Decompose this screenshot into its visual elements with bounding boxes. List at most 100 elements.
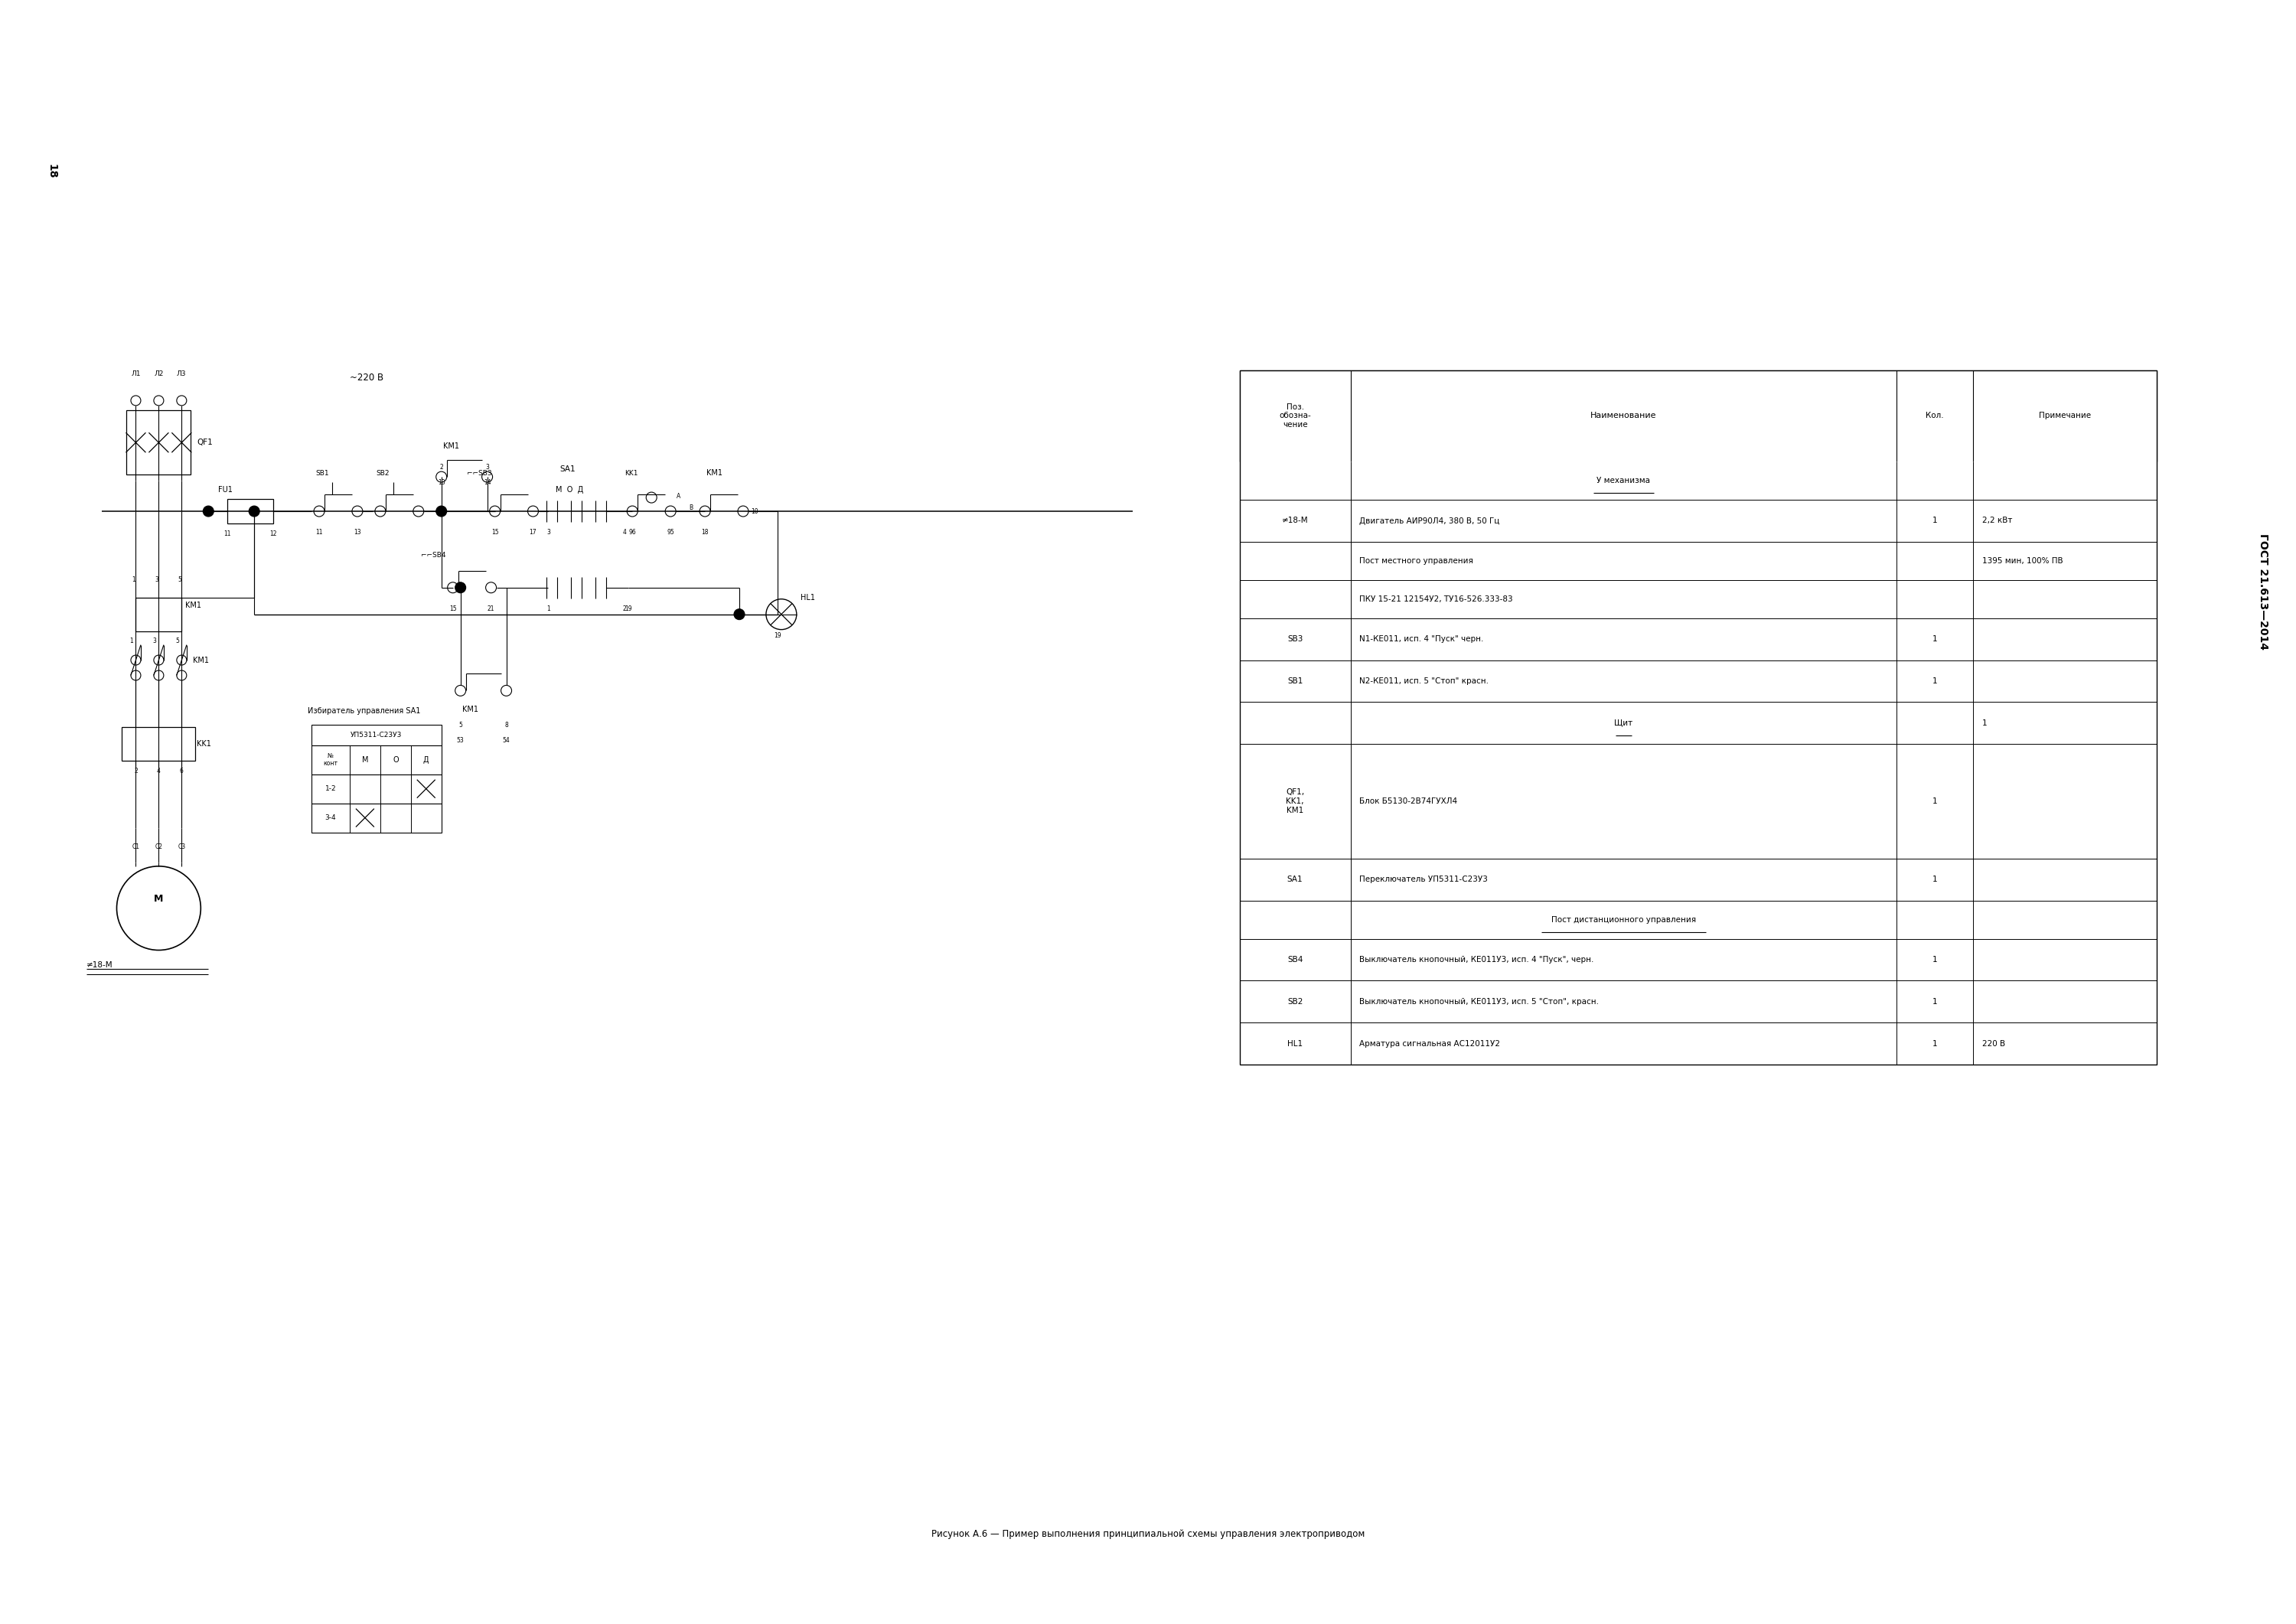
Text: УП5311-С23У3: УП5311-С23У3 — [351, 732, 402, 739]
Circle shape — [177, 671, 186, 680]
Bar — [1240, 370, 2156, 1065]
Text: Щит: Щит — [1614, 719, 1632, 728]
Text: 95: 95 — [666, 529, 675, 536]
Text: 3-4: 3-4 — [326, 814, 335, 822]
Text: SA1: SA1 — [1288, 875, 1302, 883]
Text: Примечание: Примечание — [2039, 412, 2092, 419]
Text: 3: 3 — [154, 577, 158, 583]
Circle shape — [735, 609, 744, 620]
Text: 18: 18 — [46, 164, 57, 179]
Text: Избиратель управления SA1: Избиратель управления SA1 — [308, 708, 420, 715]
Text: HL1: HL1 — [1288, 1039, 1302, 1047]
Text: 15: 15 — [491, 529, 498, 536]
Text: Кол.: Кол. — [1926, 412, 1945, 419]
Bar — [122, 728, 195, 762]
Circle shape — [154, 396, 163, 406]
Text: Рисунок А.6 — Пример выполнения принципиальной схемы управления электроприводом: Рисунок А.6 — Пример выполнения принципи… — [932, 1530, 1364, 1540]
Bar — [312, 745, 441, 775]
Text: 1: 1 — [1933, 875, 1938, 883]
Bar — [135, 598, 181, 632]
Text: 2: 2 — [133, 767, 138, 775]
Circle shape — [154, 671, 163, 680]
Circle shape — [455, 685, 466, 697]
Circle shape — [489, 507, 501, 516]
Text: KK1: KK1 — [625, 469, 638, 476]
Text: SB2: SB2 — [1288, 997, 1302, 1005]
Text: SB1: SB1 — [315, 469, 328, 476]
Text: 1: 1 — [546, 606, 551, 612]
Text: Наименование: Наименование — [1591, 412, 1658, 419]
Text: 1: 1 — [1981, 719, 1988, 728]
Text: 19: 19 — [625, 606, 631, 612]
Circle shape — [131, 396, 140, 406]
Text: SB2: SB2 — [377, 469, 390, 476]
Text: 14: 14 — [484, 479, 491, 486]
Bar — [1240, 370, 2156, 461]
Text: 13: 13 — [439, 479, 445, 486]
Text: 54: 54 — [503, 737, 510, 744]
Circle shape — [248, 507, 259, 516]
Text: Л3: Л3 — [177, 370, 186, 378]
Text: KK1: KK1 — [197, 741, 211, 749]
Text: ПКУ 15-21 12154У2, ТУ16-526.333-83: ПКУ 15-21 12154У2, ТУ16-526.333-83 — [1359, 596, 1513, 603]
Circle shape — [177, 654, 186, 666]
Text: 3: 3 — [484, 463, 489, 471]
Text: 19: 19 — [774, 632, 781, 640]
Text: KM1: KM1 — [186, 601, 202, 609]
Text: 1: 1 — [1933, 635, 1938, 643]
Text: 1: 1 — [129, 638, 133, 645]
Text: SA1: SA1 — [560, 466, 576, 473]
Text: Выключатель кнопочный, КЕ011У3, исп. 5 "Стоп", красн.: Выключатель кнопочный, КЕ011У3, исп. 5 "… — [1359, 997, 1598, 1005]
Text: 2,2 кВт: 2,2 кВт — [1981, 516, 2011, 525]
Text: Д: Д — [422, 755, 429, 763]
Circle shape — [528, 507, 537, 516]
Text: Двигатель АИР90Л4, 380 В, 50 Гц: Двигатель АИР90Л4, 380 В, 50 Гц — [1359, 516, 1499, 525]
Text: SB1: SB1 — [1288, 677, 1302, 685]
Text: KM1: KM1 — [193, 656, 209, 664]
Circle shape — [154, 654, 163, 666]
Text: 1: 1 — [1933, 1039, 1938, 1047]
Text: QF1: QF1 — [197, 438, 214, 447]
Circle shape — [767, 599, 797, 630]
Text: SB4: SB4 — [1288, 957, 1302, 963]
Text: 17: 17 — [530, 529, 537, 536]
Text: 4: 4 — [156, 767, 161, 775]
Text: SB3: SB3 — [1288, 635, 1302, 643]
Text: N1-КЕ011, исп. 4 "Пуск" черн.: N1-КЕ011, исп. 4 "Пуск" черн. — [1359, 635, 1483, 643]
Text: 1: 1 — [1933, 516, 1938, 525]
Text: QF1,
KK1,
KM1: QF1, KK1, KM1 — [1286, 789, 1304, 814]
Text: М  О  Д: М О Д — [556, 486, 583, 494]
Circle shape — [351, 507, 363, 516]
Text: Пост местного управления: Пост местного управления — [1359, 557, 1474, 565]
Circle shape — [666, 507, 675, 516]
Circle shape — [202, 507, 214, 516]
Text: ~220 В: ~220 В — [349, 372, 383, 383]
Text: ≠18-М: ≠18-М — [87, 961, 113, 970]
Text: Л1: Л1 — [131, 370, 140, 378]
Text: 2: 2 — [622, 606, 627, 612]
Text: Блок Б5130-2В74ГУХЛ4: Блок Б5130-2В74ГУХЛ4 — [1359, 797, 1458, 806]
Bar — [312, 724, 441, 745]
Text: №
конт: № конт — [324, 752, 338, 767]
Circle shape — [177, 396, 186, 406]
Text: 13: 13 — [354, 529, 360, 536]
Text: 220 В: 220 В — [1981, 1039, 2004, 1047]
Text: 1395 мин, 100% ПВ: 1395 мин, 100% ПВ — [1981, 557, 2064, 565]
Bar — [227, 499, 273, 523]
Text: 3: 3 — [546, 529, 551, 536]
Text: О: О — [393, 755, 400, 763]
Text: ⌐⌐SB3: ⌐⌐SB3 — [466, 469, 491, 476]
Circle shape — [436, 471, 448, 482]
Circle shape — [455, 583, 466, 593]
Text: 5: 5 — [174, 638, 179, 645]
Text: 1: 1 — [131, 577, 135, 583]
Circle shape — [117, 866, 200, 950]
Text: 5: 5 — [177, 577, 181, 583]
Circle shape — [374, 507, 386, 516]
Text: 53: 53 — [457, 737, 464, 744]
Text: 1: 1 — [1933, 677, 1938, 685]
Text: 5: 5 — [459, 721, 461, 729]
Text: 15: 15 — [450, 606, 457, 612]
Circle shape — [413, 507, 425, 516]
Text: 4: 4 — [622, 529, 627, 536]
